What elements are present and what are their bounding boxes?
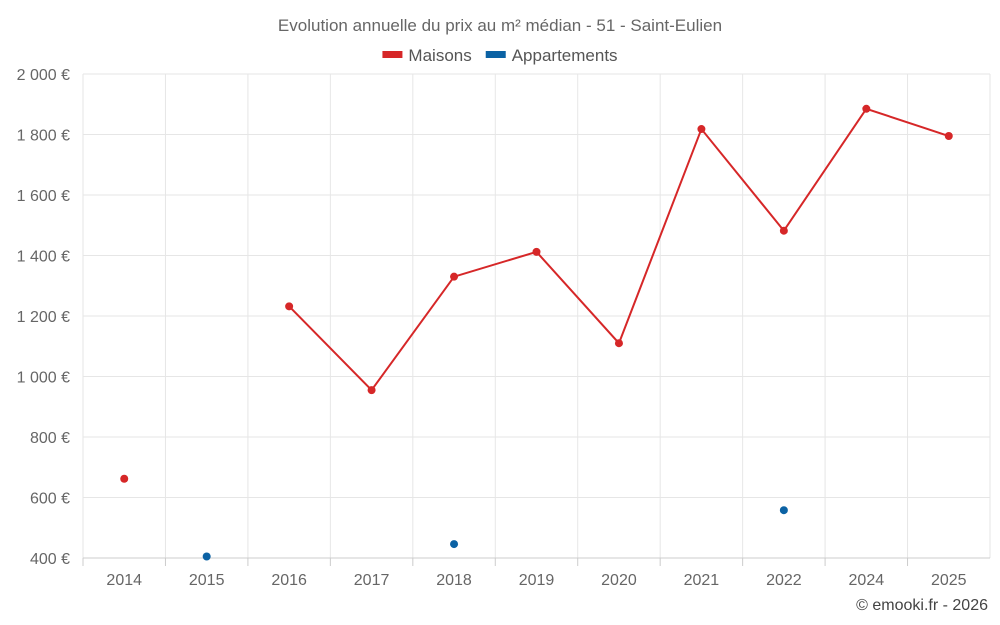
y-tick-label: 1 600 € bbox=[17, 188, 70, 205]
y-tick-label: 2 000 € bbox=[17, 67, 70, 84]
legend-swatch bbox=[382, 51, 403, 58]
x-tick-label: 2015 bbox=[189, 572, 225, 589]
data-point[interactable] bbox=[779, 226, 788, 235]
data-point[interactable] bbox=[697, 125, 706, 134]
legend-item-maisons[interactable]: Maisons bbox=[382, 46, 472, 65]
x-tick-label: 2021 bbox=[684, 572, 720, 589]
legend-label: Appartements bbox=[512, 46, 618, 65]
data-point[interactable] bbox=[862, 104, 871, 113]
x-tick-label: 2016 bbox=[271, 572, 307, 589]
y-tick-label: 1 400 € bbox=[17, 249, 70, 266]
grid bbox=[82, 73, 991, 559]
x-tick-label: 2018 bbox=[436, 572, 472, 589]
y-tick-label: 1 000 € bbox=[17, 370, 70, 387]
credit-text: © emooki.fr - 2026 bbox=[856, 597, 988, 614]
series-appartements bbox=[202, 506, 788, 561]
data-point[interactable] bbox=[450, 272, 459, 281]
y-tick-label: 800 € bbox=[30, 430, 70, 447]
chart-title: Evolution annuelle du prix au m² médian … bbox=[278, 16, 722, 35]
data-point[interactable] bbox=[614, 339, 623, 348]
data-point[interactable] bbox=[120, 474, 129, 483]
legend: Maisons Appartements bbox=[382, 46, 618, 65]
series-maisons bbox=[120, 104, 953, 483]
data-point[interactable] bbox=[202, 552, 211, 561]
x-axis: 2014 2015 2016 2017 2018 2019 2020 2021 2022 2024… bbox=[82, 558, 967, 589]
x-tick-label: 2014 bbox=[106, 572, 142, 589]
series-layer bbox=[120, 104, 953, 561]
x-tick-label: 2025 bbox=[931, 572, 967, 589]
data-point[interactable] bbox=[450, 540, 459, 549]
x-tick-label: 2019 bbox=[519, 572, 555, 589]
data-point[interactable] bbox=[367, 386, 376, 395]
legend-swatch bbox=[485, 51, 506, 58]
data-point[interactable] bbox=[779, 506, 788, 515]
y-tick-label: 400 € bbox=[30, 551, 70, 568]
legend-item-appartements[interactable]: Appartements bbox=[485, 46, 618, 65]
series-line bbox=[288, 107, 950, 392]
data-point[interactable] bbox=[944, 132, 953, 141]
y-axis: 400 € 600 € 800 € 1 000 € 1 200 € 1 400 € 1 60… bbox=[17, 67, 70, 568]
y-tick-label: 1 800 € bbox=[17, 128, 70, 145]
x-tick-label: 2020 bbox=[601, 572, 637, 589]
data-point[interactable] bbox=[532, 247, 541, 256]
data-point[interactable] bbox=[285, 302, 294, 311]
y-tick-label: 600 € bbox=[30, 491, 70, 508]
x-tick-label: 2022 bbox=[766, 572, 802, 589]
x-tick-label: 2024 bbox=[849, 572, 885, 589]
x-tick-label: 2017 bbox=[354, 572, 390, 589]
y-tick-label: 1 200 € bbox=[17, 309, 70, 326]
legend-label: Maisons bbox=[408, 46, 471, 65]
